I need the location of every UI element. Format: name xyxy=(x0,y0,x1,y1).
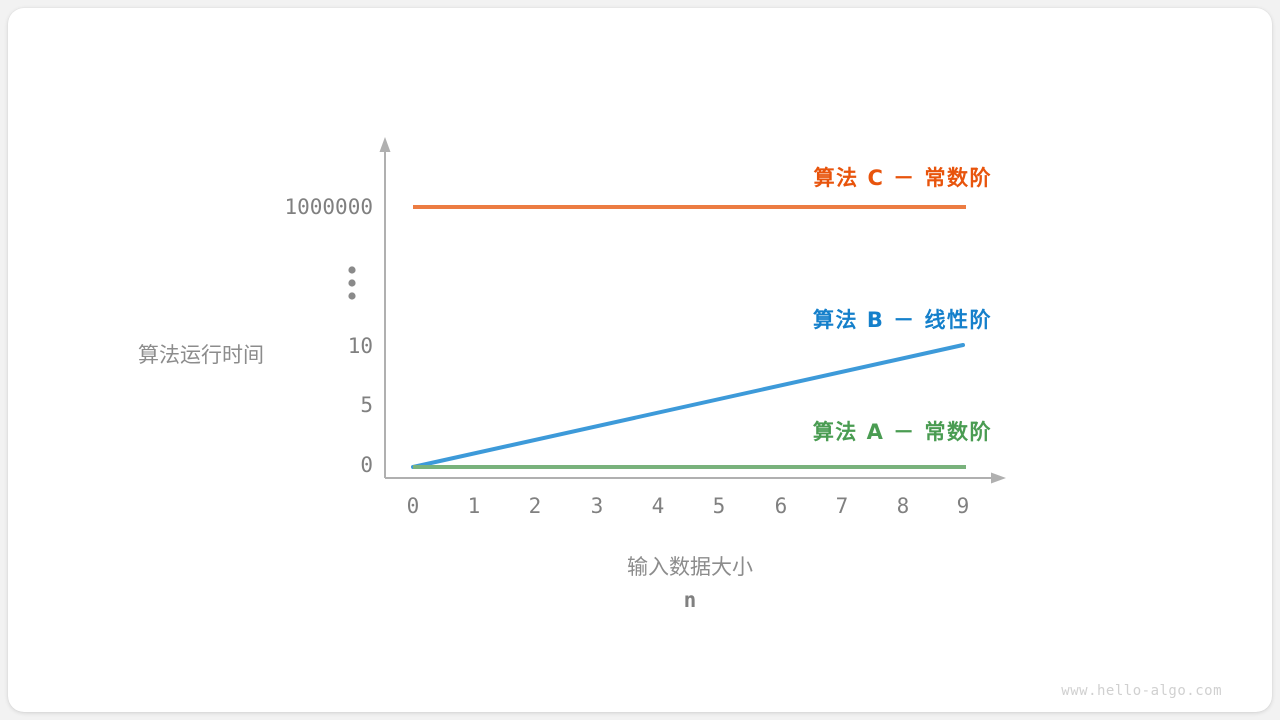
figure-card: 1000000 10 5 0 0 1 2 3 4 5 6 7 8 9 算法运行时… xyxy=(8,8,1272,712)
y-tick-label-1000000: 1000000 xyxy=(284,195,373,219)
legend-label-series-a: 算法 A － 常数阶 xyxy=(813,420,992,444)
x-axis-arrow-icon xyxy=(991,472,1006,484)
x-tick-label-2: 2 xyxy=(529,494,542,518)
x-tick-label-6: 6 xyxy=(775,494,788,518)
watermark: www.hello-algo.com xyxy=(1061,683,1222,699)
series-line-b xyxy=(411,343,965,469)
x-axis-title: 输入数据大小 xyxy=(627,555,753,579)
legend-label-series-b: 算法 B － 线性阶 xyxy=(813,308,992,332)
x-axis-title-variable: n xyxy=(684,588,697,612)
x-tick-label-9: 9 xyxy=(957,494,970,518)
x-tick-label-7: 7 xyxy=(836,494,849,518)
x-tick-label-0: 0 xyxy=(407,494,420,518)
x-tick-label-5: 5 xyxy=(713,494,726,518)
x-tick-label-1: 1 xyxy=(468,494,481,518)
x-tick-label-3: 3 xyxy=(591,494,604,518)
y-axis-title: 算法运行时间 xyxy=(138,343,264,367)
chart-canvas: 1000000 10 5 0 0 1 2 3 4 5 6 7 8 9 算法运行时… xyxy=(8,8,1272,712)
legend-label-series-c: 算法 C － 常数阶 xyxy=(814,166,992,190)
x-tick-label-4: 4 xyxy=(652,494,665,518)
x-tick-label-8: 8 xyxy=(897,494,910,518)
y-tick-label-5: 5 xyxy=(360,393,373,417)
y-axis-ellipsis-icon xyxy=(348,266,356,300)
y-tick-label-0: 0 xyxy=(360,453,373,477)
y-tick-label-10: 10 xyxy=(348,334,373,358)
y-axis-arrow-icon xyxy=(379,137,391,152)
